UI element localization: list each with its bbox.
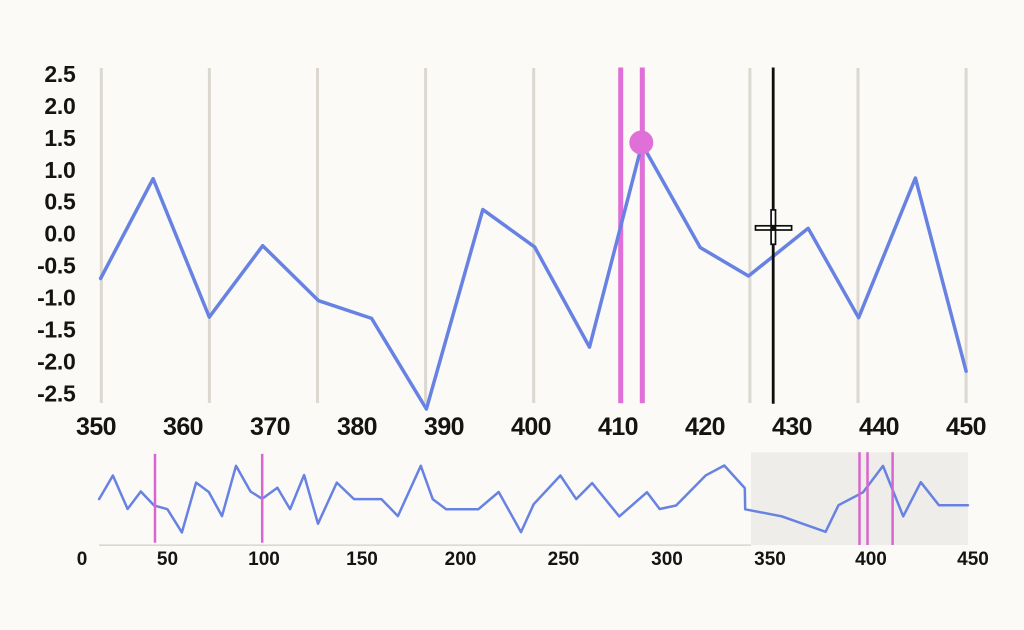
svg-text:-1.0: -1.0 bbox=[37, 285, 75, 311]
svg-text:-0.5: -0.5 bbox=[37, 253, 76, 279]
svg-text:410: 410 bbox=[598, 413, 638, 441]
svg-text:400: 400 bbox=[511, 413, 551, 441]
svg-text:1.5: 1.5 bbox=[44, 125, 76, 151]
svg-text:-2.5: -2.5 bbox=[37, 381, 76, 407]
svg-text:450: 450 bbox=[957, 549, 989, 570]
svg-text:-1.5: -1.5 bbox=[37, 317, 76, 343]
svg-text:430: 430 bbox=[772, 413, 812, 441]
svg-text:450: 450 bbox=[946, 413, 986, 441]
svg-text:-2.0: -2.0 bbox=[37, 349, 75, 375]
svg-text:50: 50 bbox=[157, 549, 178, 570]
svg-text:0.0: 0.0 bbox=[44, 221, 75, 247]
svg-text:250: 250 bbox=[548, 549, 580, 570]
svg-text:360: 360 bbox=[163, 413, 203, 441]
svg-text:0: 0 bbox=[77, 549, 88, 570]
svg-text:150: 150 bbox=[346, 549, 378, 570]
svg-text:1.0: 1.0 bbox=[44, 157, 75, 183]
svg-text:400: 400 bbox=[855, 549, 887, 570]
svg-text:0.5: 0.5 bbox=[44, 189, 76, 215]
svg-text:200: 200 bbox=[445, 549, 477, 570]
svg-text:370: 370 bbox=[250, 413, 290, 441]
svg-text:2.5: 2.5 bbox=[44, 61, 76, 87]
svg-text:390: 390 bbox=[424, 413, 464, 441]
svg-text:350: 350 bbox=[754, 549, 786, 570]
svg-text:350: 350 bbox=[76, 413, 116, 441]
svg-text:380: 380 bbox=[337, 413, 377, 441]
svg-text:100: 100 bbox=[248, 549, 280, 570]
svg-text:440: 440 bbox=[859, 413, 899, 441]
svg-text:2.0: 2.0 bbox=[44, 93, 75, 119]
svg-text:420: 420 bbox=[685, 413, 725, 441]
svg-text:300: 300 bbox=[651, 549, 683, 570]
